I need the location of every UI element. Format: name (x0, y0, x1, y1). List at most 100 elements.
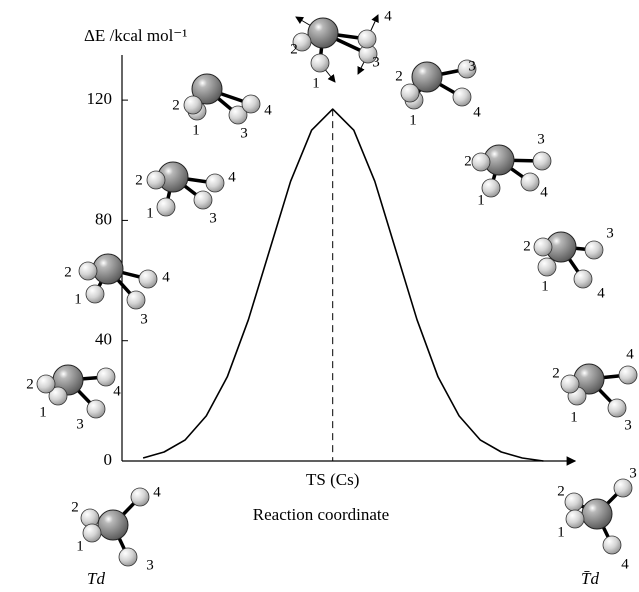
atom-label: 3 (372, 54, 380, 70)
atom-label: 3 (606, 225, 614, 241)
hydrogen-atom (36, 374, 56, 394)
atom-label: 4 (113, 383, 121, 399)
atom-label: 1 (477, 192, 485, 208)
atom-label: 4 (384, 8, 392, 24)
hydrogen-atom (228, 105, 248, 125)
hydrogen-atom (82, 523, 102, 543)
y-tick-label: 0 (104, 450, 113, 469)
hydrogen-atom (241, 94, 261, 114)
atom-label: 3 (468, 58, 476, 74)
atom-label: 3 (146, 557, 154, 573)
atom-label: 4 (621, 556, 629, 572)
hydrogen-atom (613, 478, 633, 498)
hydrogen-atom (126, 290, 146, 310)
hydrogen-atom (602, 535, 622, 555)
atom-label: 2 (290, 41, 298, 57)
hydrogen-atom (565, 509, 585, 529)
atom-label: 2 (523, 238, 531, 254)
hydrogen-atom (560, 374, 580, 394)
hydrogen-atom (48, 386, 68, 406)
start-label: Td (87, 569, 105, 588)
atom-label: 3 (629, 465, 637, 481)
hydrogen-atom (146, 170, 166, 190)
hydrogen-atom (85, 284, 105, 304)
hydrogen-atom (607, 398, 627, 418)
hydrogen-atom (292, 32, 312, 52)
y-axis-label: ΔE /kcal mol⁻¹ (84, 26, 187, 45)
hydrogen-atom (481, 178, 501, 198)
atom-label: 1 (74, 291, 82, 307)
atom-label: 3 (624, 417, 632, 433)
atom-label: 4 (228, 169, 236, 185)
atom-label: 2 (395, 68, 403, 84)
hydrogen-atom (205, 173, 225, 193)
atom-label: 4 (473, 104, 481, 120)
atom-label: 2 (135, 172, 143, 188)
atom-label: 1 (557, 524, 565, 540)
atom-label: 1 (39, 404, 47, 420)
hydrogen-atom (533, 237, 553, 257)
hydrogen-atom (193, 190, 213, 210)
hydrogen-atom (357, 29, 377, 49)
carbon-atom (581, 498, 613, 530)
hydrogen-atom (156, 197, 176, 217)
hydrogen-atom (584, 240, 604, 260)
atom-label: 2 (26, 376, 34, 392)
atom-label: 4 (264, 102, 272, 118)
hydrogen-atom (573, 269, 593, 289)
hydrogen-atom (78, 261, 98, 281)
y-tick-label: 80 (95, 209, 112, 228)
atom-label: 1 (146, 205, 154, 221)
atom-label: 2 (557, 483, 565, 499)
hydrogen-atom (138, 269, 158, 289)
hydrogen-atom (471, 152, 491, 172)
hydrogen-atom (118, 547, 138, 567)
atom-label: 1 (409, 112, 417, 128)
hydrogen-atom (452, 87, 472, 107)
carbon-atom (191, 73, 223, 105)
atom-label: 1 (570, 409, 578, 425)
hydrogen-atom (537, 257, 557, 277)
y-tick-label: 40 (95, 330, 112, 349)
atom-label: 2 (71, 499, 79, 515)
carbon-atom (307, 17, 339, 49)
atom-label: 4 (540, 184, 548, 200)
hydrogen-atom (310, 53, 330, 73)
atom-label: 1 (76, 538, 84, 554)
atom-label: 1 (541, 278, 549, 294)
atom-label: 3 (76, 416, 84, 432)
atom-label: 1 (192, 122, 200, 138)
atom-label: 4 (153, 484, 161, 500)
atom-label: 3 (209, 210, 217, 226)
end-label: T̄d (581, 569, 599, 588)
atom-label: 2 (464, 153, 472, 169)
atom-label: 3 (140, 311, 148, 327)
y-tick-label: 120 (87, 89, 113, 108)
hydrogen-atom (130, 487, 150, 507)
x-tick-label: TS (Cs) (306, 470, 359, 489)
hydrogen-atom (183, 95, 203, 115)
x-axis-label: Reaction coordinate (253, 505, 389, 524)
carbon-atom (97, 509, 129, 541)
hydrogen-atom (618, 365, 638, 385)
hydrogen-atom (532, 151, 552, 171)
atom-label: 4 (597, 285, 605, 301)
hydrogen-atom (96, 367, 116, 387)
atom-label: 3 (240, 125, 248, 141)
hydrogen-atom (457, 59, 477, 79)
atom-label: 2 (552, 365, 560, 381)
hydrogen-atom (564, 492, 584, 512)
atom-label: 2 (64, 264, 72, 280)
hydrogen-atom (520, 172, 540, 192)
hydrogen-atom (86, 399, 106, 419)
hydrogen-atom (400, 83, 420, 103)
atom-label: 4 (626, 346, 634, 362)
carbon-atom (92, 253, 124, 285)
carbon-atom (411, 61, 443, 93)
atom-label: 1 (312, 75, 320, 91)
atom-label: 2 (172, 97, 180, 113)
atom-label: 3 (537, 131, 545, 147)
energy-curve (142, 108, 544, 462)
